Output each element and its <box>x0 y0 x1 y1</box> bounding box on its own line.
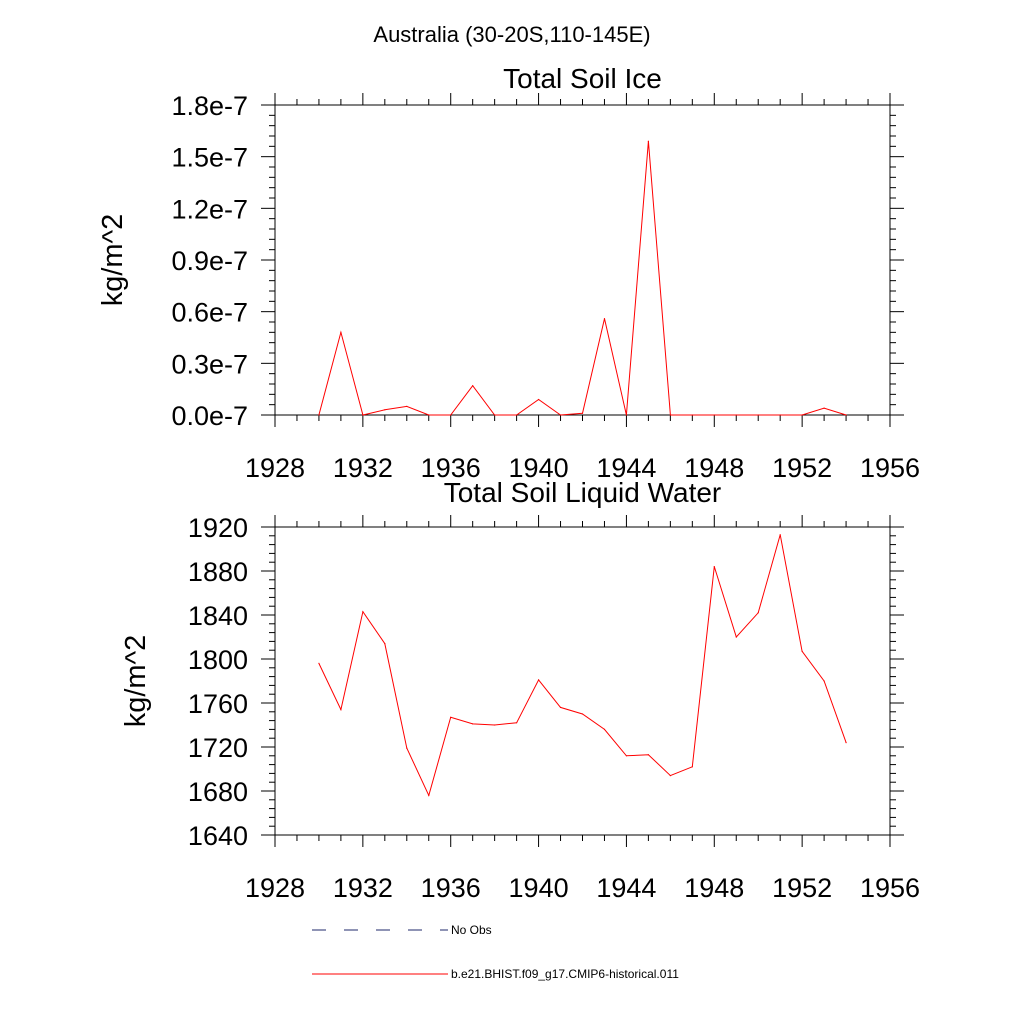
chart-1-data-point <box>362 611 364 613</box>
chart-1-data-point <box>735 636 737 638</box>
chart-1-xtick-label: 1952 <box>772 873 832 903</box>
chart-1-data-point <box>384 643 386 645</box>
chart-1-series-line <box>318 534 847 797</box>
chart-1-ytick-label: 1880 <box>188 557 248 587</box>
chart-1-data-point <box>691 766 693 768</box>
chart-0-ytick-label: 0.6e-7 <box>171 298 248 328</box>
chart-1-ytick-label: 1680 <box>188 777 248 807</box>
chart-0-xtick-label: 1932 <box>333 453 393 483</box>
chart-1-xtick-label: 1948 <box>684 873 744 903</box>
chart-1-data-point <box>757 612 759 614</box>
chart-0-xtick-label: 1940 <box>509 453 569 483</box>
chart-0-xtick-label: 1936 <box>421 453 481 483</box>
legend: No Obs b.e21.BHIST.f09_g17.CMIP6-histori… <box>312 923 679 981</box>
chart-1-data-point <box>823 680 825 682</box>
chart-0-data-point <box>450 414 452 416</box>
chart-0-data-point <box>384 409 386 411</box>
chart-1-data-point <box>581 713 584 715</box>
chart-1-data-point <box>559 706 562 709</box>
chart-0-title: Total Soil Ice <box>503 63 662 94</box>
chart-1-xtick-label: 1940 <box>509 873 569 903</box>
chart-1-data-point <box>318 662 320 665</box>
chart-1-data-point <box>406 747 408 749</box>
panel-total-soil-liquid-water: Total Soil Liquid Water kg/m^2 1928 1932 193… <box>120 477 920 903</box>
chart-0-xtick-label: 1948 <box>684 453 744 483</box>
chart-1-data-point <box>428 794 430 797</box>
chart-1-data-point <box>669 775 671 777</box>
chart-1-xtick-label: 1956 <box>860 873 920 903</box>
chart-1-data-point <box>516 722 518 724</box>
chart-0-data-point <box>581 412 584 414</box>
chart-1-data-point <box>845 742 847 744</box>
chart-0-data-point <box>318 414 320 416</box>
chart-0-ytick-label: 0.9e-7 <box>171 246 248 276</box>
chart-0-xtick-label: 1944 <box>596 453 656 483</box>
panel-total-soil-ice: Total Soil Ice kg/m^2 1928 1932 1936 1940 1944… <box>97 63 920 483</box>
chart-0-data-point <box>472 385 474 387</box>
chart-1-xtick-label: 1928 <box>245 873 305 903</box>
chart-1-ytick-label: 1920 <box>188 513 248 543</box>
chart-1-data-point <box>603 728 606 731</box>
chart-0-xtick-label: 1956 <box>860 453 920 483</box>
legend-model-label: b.e21.BHIST.f09_g17.CMIP6-historical.011 <box>451 967 679 981</box>
chart-0-data-point <box>757 414 759 416</box>
chart-0-ytick-label: 1.5e-7 <box>171 143 248 173</box>
chart-1-ytick-label: 1720 <box>188 733 248 763</box>
chart-0-data-point <box>823 407 825 409</box>
chart-1-ytick-label: 1800 <box>188 645 248 675</box>
chart-0-ytick-label: 1.8e-7 <box>171 91 248 121</box>
chart-1-xtick-label: 1944 <box>596 873 656 903</box>
chart-1-plot-frame <box>274 526 891 836</box>
chart-1-data-point <box>647 754 649 756</box>
chart-1-data-point <box>801 650 803 652</box>
chart-0-data-point <box>494 414 496 416</box>
figure-title: Australia (30-20S,110-145E) <box>373 22 650 47</box>
chart-0-data-point <box>406 405 408 407</box>
chart-0-data-point <box>669 414 671 416</box>
chart-0-data-point <box>537 398 540 401</box>
chart-0-data-point <box>340 331 342 333</box>
chart-1-xtick-label: 1932 <box>333 873 393 903</box>
chart-0-data-point <box>713 414 715 416</box>
chart-1-ytick-label: 1760 <box>188 689 248 719</box>
chart-1-data-point <box>494 724 496 726</box>
chart-0-ytick-label: 1.2e-7 <box>171 194 248 224</box>
chart-0-data-point <box>516 414 518 416</box>
legend-no-obs-label: No Obs <box>451 923 492 937</box>
chart-1-data-point <box>340 709 342 711</box>
chart-0-series-line <box>318 141 847 416</box>
chart-0-xtick-label: 1952 <box>772 453 832 483</box>
chart-0-data-point <box>625 414 628 416</box>
chart-1-data-point <box>472 723 474 725</box>
chart-1-ytick-label: 1640 <box>188 821 248 851</box>
chart-0-data-point <box>559 414 562 416</box>
chart-0-ylabel: kg/m^2 <box>97 214 129 307</box>
chart-0-data-point <box>428 414 430 416</box>
chart-1-data-point <box>450 716 452 718</box>
chart-0-data-point <box>362 414 364 416</box>
chart-0-data-point <box>845 414 847 416</box>
chart-0-xtick-label: 1928 <box>245 453 305 483</box>
chart-1-data-point <box>713 566 715 568</box>
chart-0-ytick-label: 0.3e-7 <box>171 349 248 379</box>
chart-0-data-point <box>603 317 606 320</box>
chart-0-data-point <box>647 140 649 142</box>
chart-1-ytick-label: 1840 <box>188 601 248 631</box>
chart-0-ytick-label: 0.0e-7 <box>171 401 248 431</box>
chart-1-data-point <box>779 534 781 536</box>
chart-0-data-point <box>779 414 781 416</box>
chart-1-data-point <box>625 755 628 757</box>
chart-0-data-point <box>735 414 737 416</box>
chart-1-title: Total Soil Liquid Water <box>444 477 722 508</box>
chart-1-ylabel: kg/m^2 <box>120 635 152 728</box>
chart-1-data-point <box>537 679 540 681</box>
chart-0-data-point <box>801 414 803 416</box>
chart-1-xtick-label: 1936 <box>421 873 481 903</box>
chart-0-plot-frame <box>274 104 891 416</box>
chart-0-data-point <box>691 414 693 416</box>
